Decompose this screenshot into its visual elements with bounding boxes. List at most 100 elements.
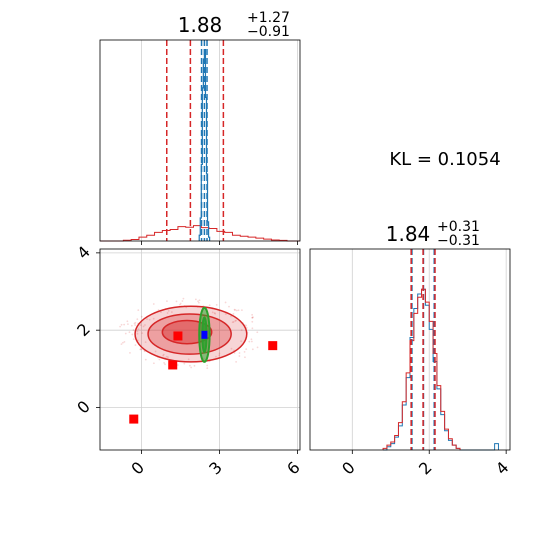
- bl-scatter-dot: [230, 315, 232, 318]
- bl-scatter-dot: [251, 327, 254, 330]
- bl-scatter-dot: [175, 300, 178, 303]
- bl-scatter-dot: [232, 313, 235, 315]
- bl-scatter-dot: [133, 322, 136, 325]
- bl-scatter-dot: [144, 324, 146, 326]
- bl-scatter-dot: [139, 348, 142, 351]
- bl-scatter-dot: [211, 311, 214, 314]
- bl-scatter-dot: [218, 354, 221, 357]
- bl-scatter-dot: [234, 309, 236, 311]
- bl-ytick-label-1: 2: [73, 320, 94, 341]
- panel-top-left: 1.88 +1.27 −0.91: [99, 10, 301, 245]
- bl-scatter-dot: [131, 333, 134, 336]
- bl-scatter-dot: [152, 303, 155, 305]
- bl-scatter-dot: [251, 348, 254, 351]
- bl-scatter-dot: [167, 309, 170, 312]
- panel-bottom-right-title: 1.84: [386, 222, 431, 246]
- bl-scatter-dot: [132, 329, 135, 331]
- panel-bottom-right-grid: [351, 249, 507, 450]
- panel-top-left-grid: [141, 40, 298, 241]
- bl-scatter-dot: [232, 320, 235, 323]
- panel-bottom-left-frame: [99, 248, 301, 451]
- bl-scatter-dot: [256, 346, 259, 349]
- bl-scatter-dot: [137, 328, 140, 331]
- bl-scatter-dot: [245, 348, 248, 351]
- bl-scatter-dot: [238, 352, 241, 354]
- bl-scatter-dot: [127, 323, 129, 326]
- bl-scatter-dot: [148, 318, 151, 321]
- panel-bottom-right: 0 2 4 1.84 +0.31 −0.31: [309, 219, 513, 479]
- bl-scatter-dot: [139, 348, 142, 350]
- bl-scatter-dot: [136, 332, 139, 335]
- bl-scatter-dot: [193, 364, 196, 367]
- bl-scatter-dot: [141, 332, 144, 335]
- bl-scatter-dot: [124, 332, 127, 335]
- tl-red-hist: [100, 225, 300, 242]
- bl-scatter-dot: [183, 362, 186, 365]
- bl-scatter-dot: [235, 309, 238, 312]
- bl-xtick-label-2: 6: [283, 458, 304, 479]
- bl-scatter-dot: [162, 353, 165, 356]
- bl-scatter-dot: [206, 367, 209, 370]
- panel-top-left-ticks: [141, 241, 298, 245]
- panel-bottom-right-title-sub: −0.31: [437, 233, 480, 249]
- bl-scatter-dot: [181, 300, 184, 302]
- bl-scatter-dot: [231, 321, 234, 324]
- panel-bottom-right-frame: [309, 248, 511, 451]
- bl-scatter-dot: [166, 312, 169, 314]
- bl-scatter-dot: [208, 304, 211, 307]
- bl-scatter-dot: [245, 324, 248, 327]
- bl-scatter-dot: [251, 313, 254, 316]
- bl-scatter-dot: [144, 341, 147, 343]
- panel-top-left-frame: [99, 39, 301, 242]
- bl-scatter-dot: [152, 317, 155, 320]
- bl-scatter-dot: [162, 354, 164, 357]
- bl-scatter-dot: [129, 351, 131, 354]
- bl-scatter-dot: [185, 306, 188, 309]
- panel-bottom-right-title-sup: +0.31: [437, 219, 480, 235]
- panel-top-left-title: 1.88: [178, 13, 223, 37]
- panel-top-left-title-sub: −0.91: [247, 24, 290, 40]
- bl-scatter-dot: [224, 301, 227, 304]
- bl-scatter-dot: [233, 308, 236, 311]
- bl-scatter-dot: [146, 318, 148, 321]
- bl-scatter-dot: [194, 298, 197, 301]
- panel-bottom-left: 0 3 6 0 2 4: [73, 242, 304, 478]
- bl-scatter-dot: [120, 323, 123, 326]
- bl-scatter-dot: [240, 329, 243, 332]
- bl-red-marker-0: [129, 414, 139, 424]
- bl-scatter-dot: [235, 319, 238, 322]
- bl-scatter-dot: [197, 300, 199, 303]
- bl-scatter-dot: [256, 331, 259, 334]
- bl-scatter-dot: [250, 340, 253, 343]
- bl-scatter-dot: [123, 341, 126, 343]
- kl-annotation: KL = 0.1054: [389, 149, 500, 170]
- bl-ytick-label-2: 4: [73, 242, 94, 263]
- bl-scatter-dot: [140, 315, 143, 318]
- bl-scatter-dot: [235, 360, 238, 363]
- bl-red-marker-1: [173, 331, 183, 341]
- bl-scatter-dot: [188, 364, 191, 367]
- bl-scatter-dot: [136, 318, 139, 321]
- panel-top-left-title-sup: +1.27: [247, 10, 290, 26]
- bl-scatter-dot: [234, 320, 237, 322]
- bl-scatter-dot: [119, 325, 122, 328]
- bl-xtick-label-0: 0: [127, 458, 148, 479]
- bl-scatter-dot: [152, 362, 155, 365]
- br-xtick-label-0: 0: [338, 458, 359, 479]
- bl-scatter-dot: [248, 340, 251, 343]
- bl-scatter-dot: [144, 358, 147, 361]
- bl-scatter-dot: [230, 347, 233, 350]
- bl-scatter-dot: [214, 312, 217, 315]
- bl-scatter-dot: [206, 364, 209, 367]
- bl-scatter-dot: [136, 339, 139, 342]
- bl-scatter-dot: [251, 316, 254, 319]
- bl-scatter-dot: [123, 323, 126, 326]
- bl-scatter-dot: [120, 343, 123, 346]
- bl-scatter-dot: [128, 331, 131, 334]
- bl-scatter-dot: [134, 321, 137, 324]
- bl-scatter-dot: [134, 344, 137, 346]
- bl-scatter-dot: [237, 309, 240, 312]
- bl-scatter-dot: [243, 350, 246, 353]
- bl-red-marker-2: [168, 360, 178, 370]
- bl-scatter-dot: [176, 364, 179, 366]
